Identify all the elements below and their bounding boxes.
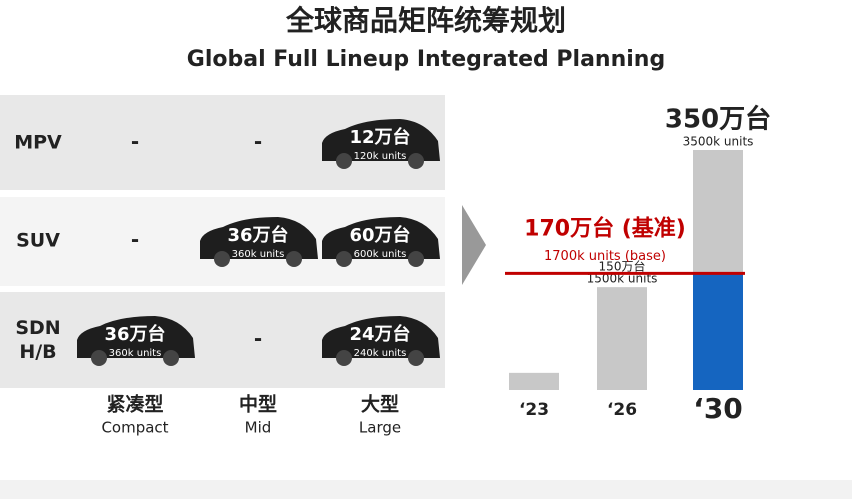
car-icon (322, 316, 440, 358)
wheel (163, 350, 179, 366)
wheel (408, 153, 424, 169)
cell-units: 360k units (232, 249, 285, 260)
empty-cell: - (131, 130, 139, 154)
cell-units: 120k units (354, 151, 407, 162)
column-header-en: Large (359, 419, 401, 437)
cell-value: 12万台 (349, 126, 410, 148)
unit-label: 3500k units (683, 135, 754, 149)
column-header: 紧凑型 (106, 393, 163, 416)
car-icon (322, 119, 440, 161)
unit-label: 1500k units (587, 272, 658, 286)
cell-value: 36万台 (104, 323, 165, 345)
cell-value: 24万台 (349, 323, 410, 345)
value-label: 150万台 (599, 259, 646, 274)
bar (597, 287, 647, 390)
wheel (408, 350, 424, 366)
footer-strip (0, 480, 852, 499)
wheel (336, 251, 352, 267)
subtitle: Global Full Lineup Integrated Planning (187, 47, 665, 72)
empty-cell: - (131, 228, 139, 252)
base-label: 170万台 (基准) (524, 215, 686, 241)
car-icon (200, 217, 318, 259)
x-tick-label: ‘26 (607, 400, 637, 420)
column-header: 大型 (361, 393, 399, 416)
cell-units: 360k units (109, 348, 162, 359)
wheel (91, 350, 107, 366)
wheel (408, 251, 424, 267)
base-sublabel: 1700k units (base) (544, 249, 666, 264)
x-tick-label: ‘23 (519, 400, 549, 420)
base-bar (693, 273, 743, 390)
car-icon (77, 316, 195, 358)
value-label: 350万台 (665, 104, 771, 135)
row-label: SDN H/B (15, 317, 60, 363)
empty-cell: - (254, 130, 262, 154)
wheel (286, 251, 302, 267)
car-icon (322, 217, 440, 259)
column-header-en: Compact (101, 419, 168, 437)
cell-units: 240k units (354, 348, 407, 359)
empty-cell: - (254, 327, 262, 351)
cell-units: 600k units (354, 249, 407, 260)
row-label: SUV (16, 230, 60, 252)
row-label: MPV (14, 132, 62, 154)
title: 全球商品矩阵统筹规划 (285, 4, 566, 37)
cell-value: 60万台 (349, 224, 410, 246)
column-header-en: Mid (245, 419, 272, 437)
cell-value: 36万台 (227, 224, 288, 246)
column-header: 中型 (239, 393, 277, 416)
arrow (462, 205, 486, 285)
wheel (336, 153, 352, 169)
x-tick-label: ‘30 (693, 392, 743, 425)
bar (509, 372, 559, 390)
wheel (214, 251, 230, 267)
wheel (336, 350, 352, 366)
